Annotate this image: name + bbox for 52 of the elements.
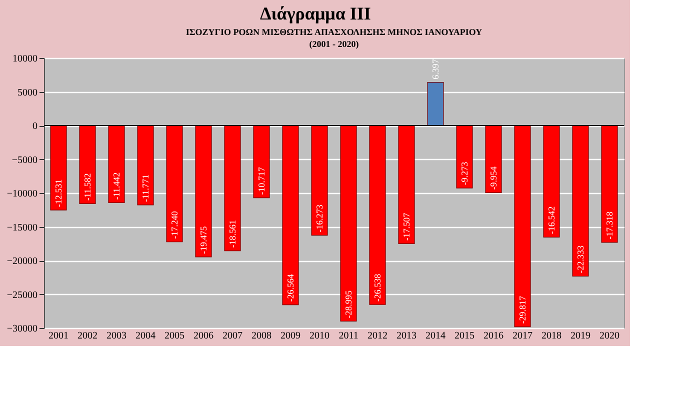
data-label: -17.240: [170, 210, 180, 239]
data-label: -11.582: [82, 173, 92, 201]
x-tick-label: 2002: [78, 330, 98, 342]
x-tick-label: 2014: [426, 330, 446, 342]
y-tick-label: −25000: [6, 290, 38, 301]
data-label: -29.817: [518, 296, 528, 324]
x-tick-label: 2012: [368, 330, 388, 342]
x-tick-label: 2011: [338, 330, 358, 342]
data-label: -18.561: [228, 220, 238, 248]
x-tick-label: 2013: [396, 330, 416, 342]
data-label: -28.995: [344, 290, 354, 318]
data-label: -9.273: [460, 161, 470, 186]
data-label: -16.273: [314, 204, 324, 232]
y-tick-label: −10000: [6, 188, 38, 200]
x-tick-label: 2020: [600, 330, 620, 342]
data-label: -11.771: [140, 174, 150, 202]
y-tick-label: −30000: [6, 324, 38, 334]
data-label: -12.531: [54, 179, 64, 208]
x-tick-label: 2008: [252, 330, 272, 342]
y-tick-label: −20000: [6, 256, 38, 267]
data-label: -17.507: [402, 212, 412, 241]
chart-title: ΙΣΟΖΥΓΙΟ ΡΟΩΝ ΜΙΣΘΩΤΗΣ ΑΠΑΣΧΟΛΗΣΗΣ ΜΗΝΟΣ ΙΑΝΟΥΑΡΙΟΥ: [186, 27, 483, 37]
x-tick-label: 2005: [164, 330, 184, 342]
data-label: -10.717: [256, 166, 266, 195]
data-label: -9.954: [488, 166, 498, 190]
y-tick-label: −15000: [6, 222, 38, 234]
data-label: -11.442: [112, 172, 122, 200]
text: Διάγραμμα ΙΙΙ: [260, 4, 371, 24]
x-tick-label: 2001: [48, 330, 68, 342]
x-tick-label: 2015: [454, 330, 474, 342]
x-tick-label: 2003: [106, 330, 126, 342]
x-tick-label: 2016: [484, 330, 504, 342]
y-tick-label: 5000: [18, 87, 38, 98]
x-tick-label: 2009: [280, 330, 300, 342]
x-tick-label: 2019: [570, 330, 590, 342]
x-tick-label: 2007: [222, 330, 242, 342]
data-label: -22.333: [576, 245, 586, 274]
x-tick-label: 2010: [310, 330, 330, 342]
x-tick-label: 2006: [194, 330, 214, 342]
y-tick-label: −5000: [12, 154, 38, 166]
data-label: 6.397: [430, 58, 440, 80]
y-tick-label: 10000: [12, 54, 38, 64]
data-label: -26.538: [372, 273, 382, 302]
x-tick-label: 2004: [136, 330, 156, 342]
y-tick-label: 0: [32, 121, 38, 132]
x-tick-label: 2017: [512, 330, 532, 342]
data-label: -19.475: [198, 226, 208, 254]
x-tick-label: 2018: [542, 330, 562, 342]
data-label: -17.318: [604, 211, 614, 240]
data-label: -26.564: [286, 274, 296, 302]
data-label: -16.542: [546, 206, 556, 234]
chart-subtitle: (2001 - 2020): [309, 39, 359, 49]
